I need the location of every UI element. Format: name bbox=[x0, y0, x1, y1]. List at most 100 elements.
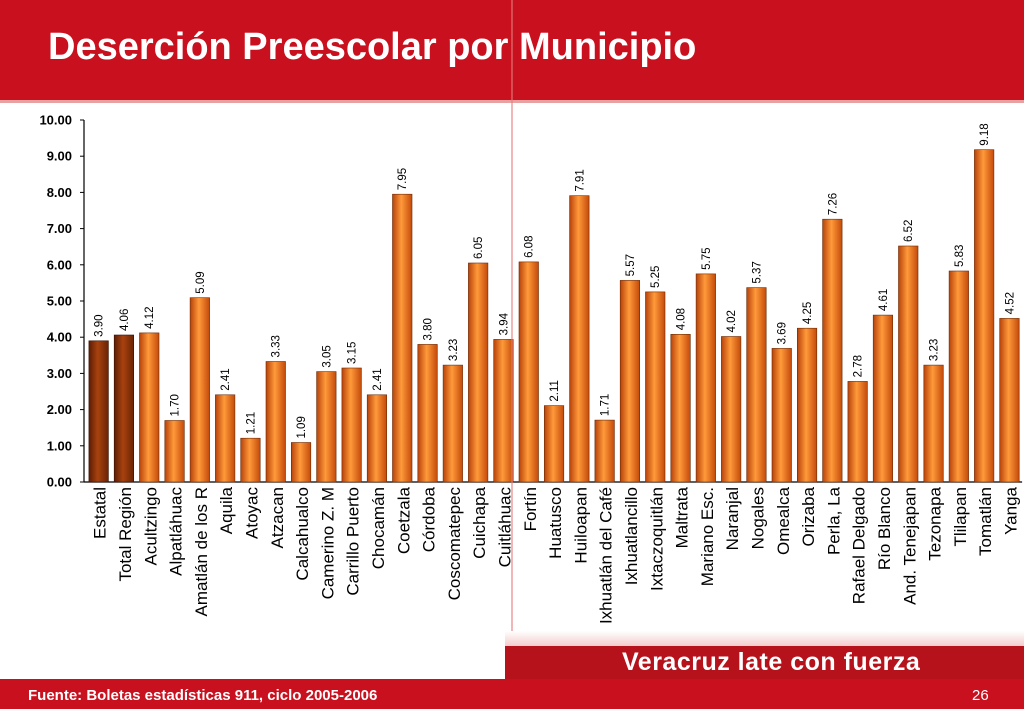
category-label: Omealca bbox=[774, 486, 793, 555]
bar-value-label: 3.23 bbox=[448, 339, 460, 361]
bar bbox=[88, 340, 109, 483]
category-label: Acultzingo bbox=[141, 487, 160, 565]
bar bbox=[771, 348, 792, 483]
category-label: Tlilapan bbox=[951, 487, 970, 547]
bar bbox=[493, 339, 514, 483]
bar bbox=[872, 314, 894, 483]
bar-value-label: 3.33 bbox=[271, 335, 283, 357]
bar-value-label: 2.41 bbox=[220, 368, 232, 390]
bar bbox=[164, 420, 185, 483]
y-tick-label: 3.00 bbox=[47, 366, 72, 381]
y-tick-label: 7.00 bbox=[47, 221, 72, 236]
category-label: Total Región bbox=[116, 487, 135, 582]
slogan-text: Veracruz late con fuerza bbox=[622, 648, 921, 676]
bar-value-label: 7.26 bbox=[827, 193, 839, 215]
category-label: Aquila bbox=[217, 486, 236, 534]
bar-value-label: 3.05 bbox=[321, 345, 333, 367]
category-label: Atzacan bbox=[268, 487, 287, 548]
bar bbox=[240, 437, 261, 483]
bar-value-label: 7.95 bbox=[397, 168, 409, 190]
source-note: Fuente: Boletas estadísticas 911, ciclo … bbox=[28, 687, 378, 704]
category-label: Naranjal bbox=[723, 487, 742, 550]
category-label: Fortín bbox=[521, 487, 540, 531]
bar-value-label: 3.69 bbox=[777, 322, 789, 344]
bar bbox=[341, 367, 362, 483]
bar bbox=[847, 381, 868, 483]
bar bbox=[442, 364, 463, 483]
y-tick-label: 4.00 bbox=[47, 330, 72, 345]
bar bbox=[822, 218, 843, 483]
bar bbox=[898, 245, 919, 483]
y-tick-label: 6.00 bbox=[47, 257, 72, 272]
category-label: Maltrata bbox=[673, 486, 692, 548]
category-label: Chocamán bbox=[369, 487, 388, 569]
category-label: Ixhuatlán del Café bbox=[597, 487, 616, 624]
bar bbox=[316, 371, 337, 483]
bar bbox=[695, 273, 716, 483]
bar-value-label: 5.83 bbox=[954, 245, 966, 267]
bar bbox=[215, 394, 236, 483]
bar-value-label: 6.08 bbox=[524, 236, 536, 258]
bar-value-label: 3.15 bbox=[347, 342, 359, 364]
bar bbox=[468, 262, 489, 483]
bar bbox=[645, 291, 666, 483]
bar bbox=[543, 405, 565, 483]
bar bbox=[619, 280, 641, 483]
page-number: 26 bbox=[972, 687, 989, 704]
bar bbox=[721, 336, 742, 483]
y-tick-label: 5.00 bbox=[47, 294, 72, 309]
category-label: Atoyac bbox=[242, 487, 261, 539]
category-label: Coetzala bbox=[394, 486, 413, 554]
bar-value-label: 4.02 bbox=[726, 310, 738, 332]
bar-value-label: 3.94 bbox=[498, 312, 510, 335]
bar bbox=[670, 334, 691, 483]
bar-value-label: 6.05 bbox=[473, 237, 485, 259]
y-tick-label: 8.00 bbox=[47, 185, 72, 200]
y-tick-label: 2.00 bbox=[47, 402, 72, 417]
y-tick-label: 10.00 bbox=[39, 113, 72, 128]
bar-value-label: 5.09 bbox=[195, 271, 207, 293]
slogan-bar bbox=[505, 646, 1024, 679]
bar-chart: 0.00 1.00 2.00 3.00 4.00 5.00 6.00 7.00 8.00 9.00… bbox=[39, 113, 1023, 624]
category-label: Rafael Delgado bbox=[850, 487, 869, 604]
category-label: Camerino Z. M bbox=[318, 487, 337, 599]
category-label: Tomatlán bbox=[976, 487, 995, 556]
bar-value-label: 1.71 bbox=[600, 394, 612, 416]
bar bbox=[594, 419, 615, 483]
category-label: Orizaba bbox=[799, 486, 818, 546]
category-label: Yanga bbox=[1001, 486, 1020, 534]
bar-value-label: 1.70 bbox=[170, 394, 182, 416]
bar bbox=[392, 193, 413, 483]
bar bbox=[746, 287, 767, 483]
bar bbox=[417, 344, 438, 483]
page-title: Deserción Preescolar por Municipio bbox=[48, 26, 697, 68]
bar-value-label: 4.61 bbox=[878, 289, 890, 311]
bar bbox=[974, 149, 995, 483]
bar bbox=[923, 364, 944, 483]
category-label: Mariano Esc. bbox=[698, 487, 717, 586]
bar-value-label: 5.25 bbox=[650, 266, 662, 288]
bar-value-label: 7.91 bbox=[574, 169, 586, 191]
bar-value-label: 2.41 bbox=[372, 368, 384, 390]
bar-value-label: 2.11 bbox=[549, 380, 561, 402]
y-tick-label: 9.00 bbox=[47, 149, 72, 164]
category-label: Carrillo Puerto bbox=[344, 487, 363, 596]
category-label: And. Tenejapan bbox=[900, 487, 919, 605]
bar bbox=[999, 318, 1020, 483]
category-label: Calcahualco bbox=[293, 487, 312, 581]
category-label: Perla, La bbox=[824, 486, 843, 555]
category-label: Nogales bbox=[748, 487, 767, 549]
bar-value-label: 6.52 bbox=[903, 220, 915, 242]
y-tick-label: 1.00 bbox=[47, 438, 72, 453]
bar bbox=[796, 327, 818, 483]
category-label: Cuitláhuac bbox=[495, 487, 514, 568]
bar-value-label: 9.18 bbox=[979, 123, 991, 145]
category-label: Amatlán de los R bbox=[192, 487, 211, 616]
bar-value-label: 4.08 bbox=[676, 308, 688, 330]
category-label: Córdoba bbox=[420, 486, 439, 552]
y-tick-label: 0.00 bbox=[47, 475, 72, 490]
bar-value-label: 1.21 bbox=[245, 412, 257, 434]
bar-value-label: 3.80 bbox=[423, 318, 435, 340]
category-label: Huatusco bbox=[546, 487, 565, 559]
bar-value-label: 3.90 bbox=[94, 314, 106, 336]
